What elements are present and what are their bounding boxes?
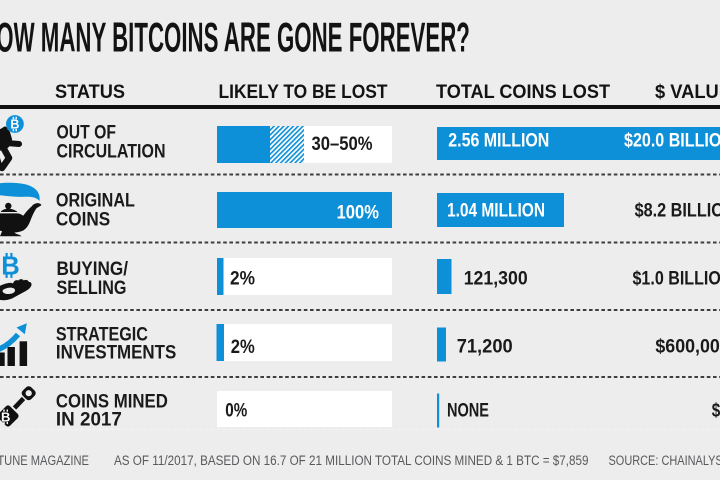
svg-text:71,200: 71,200 bbox=[457, 336, 513, 358]
svg-text:SOURCE: CHAINALYSIS: SOURCE: CHAINALYSIS bbox=[609, 453, 720, 468]
svg-text:FORTUNE MAGAZINE: FORTUNE MAGAZINE bbox=[0, 453, 89, 468]
svg-text:TOTAL COINS LOST: TOTAL COINS LOST bbox=[436, 81, 610, 103]
svg-text:CIRCULATION: CIRCULATION bbox=[57, 141, 166, 163]
svg-text:LIKELY TO BE LOST: LIKELY TO BE LOST bbox=[219, 81, 388, 103]
svg-text:$ VALUE: $ VALUE bbox=[655, 81, 720, 103]
svg-text:2.56 MILLION: 2.56 MILLION bbox=[448, 130, 549, 152]
svg-text:30–50%: 30–50% bbox=[312, 133, 373, 155]
svg-text:BUYING/: BUYING/ bbox=[57, 258, 129, 280]
svg-text:COINS MINED: COINS MINED bbox=[56, 390, 168, 412]
svg-text:$600,000,000: $600,000,000 bbox=[655, 336, 720, 358]
svg-text:B: B bbox=[1, 251, 20, 281]
svg-text:2%: 2% bbox=[230, 267, 255, 289]
svg-text:IN 2017: IN 2017 bbox=[56, 409, 122, 431]
svg-text:NONE: NONE bbox=[447, 399, 489, 421]
svg-text:B: B bbox=[1, 410, 10, 425]
svg-text:STRATEGIC: STRATEGIC bbox=[56, 323, 148, 345]
svg-text:AS OF 11/2017, BASED ON 16.7 O: AS OF 11/2017, BASED ON 16.7 OF 21 MILLI… bbox=[114, 453, 589, 468]
svg-text:ORIGINAL: ORIGINAL bbox=[56, 190, 135, 212]
svg-text:$1.0 BILLION: $1.0 BILLION bbox=[633, 267, 720, 289]
svg-text:$0: $0 bbox=[712, 399, 720, 421]
svg-text:100%: 100% bbox=[337, 201, 379, 223]
svg-text:2%: 2% bbox=[231, 336, 255, 358]
svg-text:$8.2 BILLION: $8.2 BILLION bbox=[635, 200, 720, 222]
svg-text:0%: 0% bbox=[225, 400, 247, 422]
svg-text:OUT OF: OUT OF bbox=[57, 122, 117, 144]
svg-text:SELLING: SELLING bbox=[57, 277, 127, 299]
svg-text:STATUS: STATUS bbox=[55, 81, 125, 103]
svg-text:INVESTMENTS: INVESTMENTS bbox=[56, 342, 176, 364]
svg-text:COINS: COINS bbox=[56, 209, 110, 231]
svg-text:B: B bbox=[10, 118, 19, 132]
svg-text:1.04 MILLION: 1.04 MILLION bbox=[447, 200, 545, 222]
svg-text:$20.0 BILLION: $20.0 BILLION bbox=[624, 130, 720, 152]
svg-text:HOW MANY BITCOINS ARE GONE FOR: HOW MANY BITCOINS ARE GONE FOREVER? bbox=[0, 13, 470, 60]
svg-text:121,300: 121,300 bbox=[464, 267, 528, 289]
